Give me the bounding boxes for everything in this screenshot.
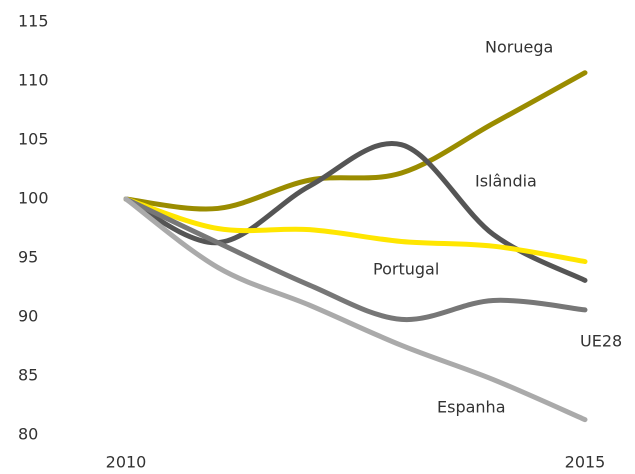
series-line xyxy=(123,70,588,212)
series-label: Espanha xyxy=(437,398,506,417)
x-tick-label: 2015 xyxy=(565,453,606,472)
series-label: Portugal xyxy=(373,260,439,279)
series-line xyxy=(123,196,588,265)
series-line xyxy=(123,196,588,423)
y-tick-label: 115 xyxy=(18,12,49,31)
y-tick-label: 85 xyxy=(18,366,38,385)
x-tick-label: 2010 xyxy=(106,453,147,472)
y-tick-label: 100 xyxy=(18,189,49,208)
y-tick-label: 80 xyxy=(18,425,38,444)
y-tick-label: 90 xyxy=(18,307,38,326)
series-line xyxy=(123,196,588,322)
y-tick-label: 95 xyxy=(18,248,38,267)
y-tick-label: 110 xyxy=(18,71,49,90)
series-label: Noruega xyxy=(485,38,553,57)
series-label: Islândia xyxy=(475,172,537,191)
y-tick-label: 105 xyxy=(18,130,49,149)
series-line xyxy=(123,141,588,283)
series-label: UE28 xyxy=(580,332,622,351)
